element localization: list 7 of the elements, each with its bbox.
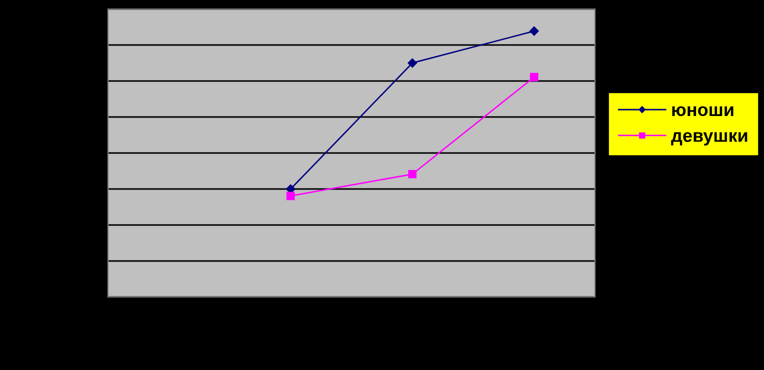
point: [408, 170, 417, 178]
legend-label: юноши: [672, 106, 734, 116]
point: [286, 192, 295, 200]
point: [530, 26, 539, 36]
legend-label: девушки: [671, 132, 748, 146]
point: [408, 58, 417, 68]
point: [530, 72, 538, 82]
